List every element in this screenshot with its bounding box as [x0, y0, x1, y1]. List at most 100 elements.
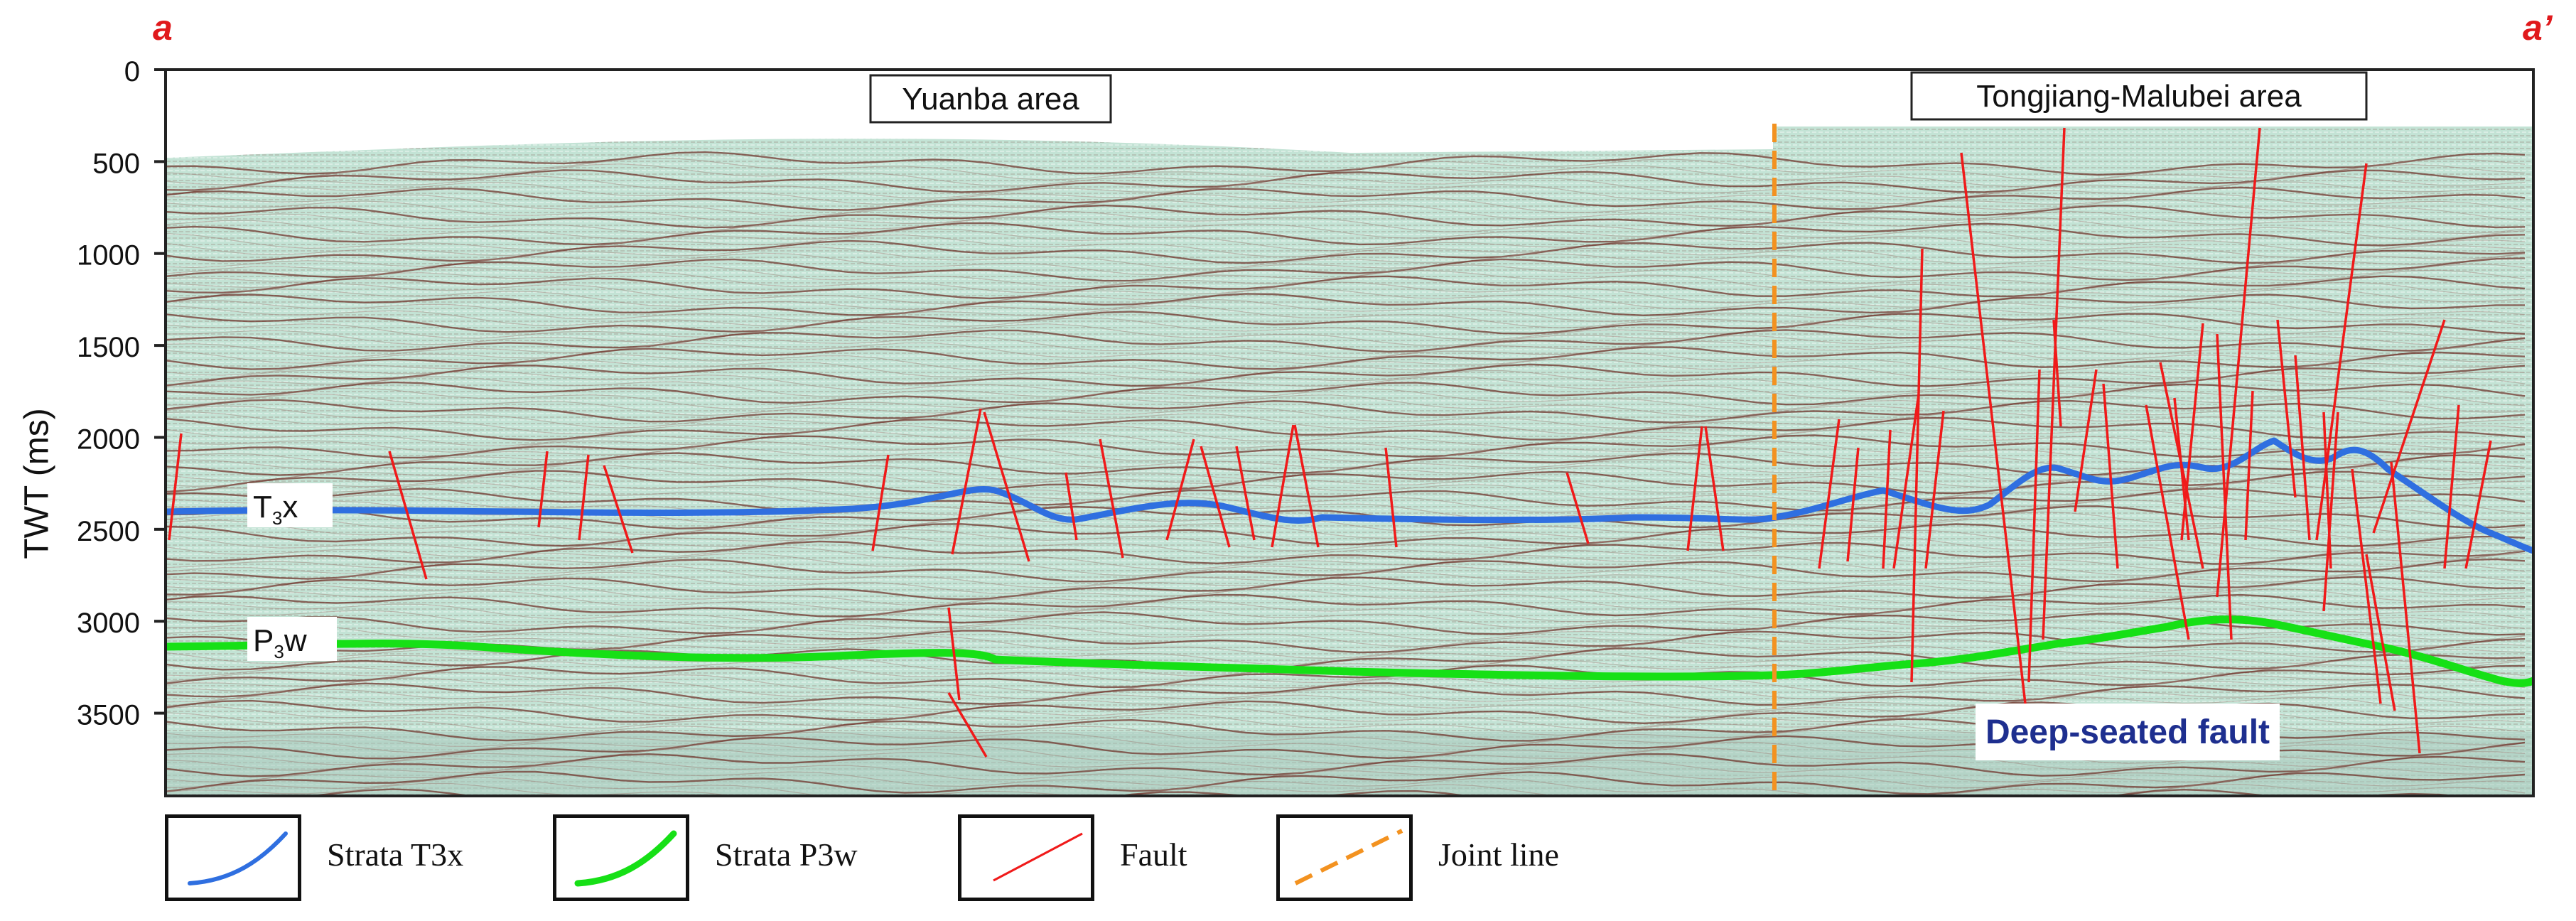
y-tick-label: 0	[124, 56, 140, 87]
seismic-reflector	[166, 517, 2526, 541]
seismic-reflector	[166, 623, 2526, 647]
fault-line	[1099, 438, 1124, 559]
seismic-reflector	[166, 611, 2526, 636]
blue-curve-icon	[188, 831, 288, 885]
green-curve-icon	[574, 830, 677, 887]
fault-line	[578, 454, 590, 541]
area-label-tongjiang-malubei: Tongjiang-Malubei area	[1910, 71, 2368, 121]
seismic-reflector	[166, 363, 2526, 387]
fault-line	[1704, 426, 1725, 551]
seismic-reflector	[166, 198, 2526, 222]
fault-line	[1960, 152, 2027, 704]
fault-line	[2443, 404, 2460, 569]
y-axis-ticks: 0 500 1000 1500 2000 2500 3000 3500	[77, 56, 166, 731]
legend-swatch-box	[165, 814, 301, 901]
p3w-label-base: P	[253, 623, 274, 658]
deep-seated-fault-label: Deep-seated fault	[1976, 704, 2280, 760]
seismic-reflector	[166, 494, 2526, 517]
seismic-reflector	[166, 228, 2526, 252]
seismic-reflector	[166, 618, 2526, 642]
seismic-reflector	[166, 293, 2525, 317]
y-tick-label: 1000	[77, 240, 140, 271]
seismic-reflector	[166, 540, 2526, 565]
fault-line	[1293, 424, 1320, 548]
seismic-reflector	[166, 458, 2526, 482]
fault-line	[871, 454, 890, 551]
fault-line	[947, 692, 988, 758]
fault-line	[1818, 419, 1841, 569]
area-label-yuanba-text: Yuanba area	[902, 82, 1079, 117]
seismic-reflector	[166, 470, 2526, 495]
seismic-reflector	[166, 275, 2526, 300]
seismic-reflector	[166, 488, 2526, 512]
seismic-reflector	[166, 788, 2462, 796]
fault-line	[2315, 163, 2368, 541]
seismic-reflector	[166, 329, 2526, 353]
horizon-label-p3w: P3w	[247, 617, 337, 662]
red-line-icon	[993, 832, 1083, 882]
seismic-reflector	[166, 257, 2526, 282]
seismic-reflector	[166, 287, 2526, 311]
fault-line	[2216, 127, 2261, 598]
seismic-reflector	[166, 387, 2526, 411]
fault-lines	[168, 127, 2492, 758]
seismic-reflector	[166, 423, 2526, 447]
seismic-reflector	[166, 593, 2526, 618]
fault-line	[2074, 369, 2098, 512]
horizon-p3w	[166, 615, 2533, 687]
seismic-reflector	[166, 694, 2526, 718]
fault-line	[1846, 447, 1860, 562]
seismic-reflector	[166, 505, 2526, 530]
y-tick-label: 2000	[77, 424, 140, 455]
fault-line	[1686, 426, 1703, 551]
fault-line	[1165, 438, 1195, 541]
seismic-reflector	[166, 352, 2526, 376]
seismic-reflector	[166, 600, 2526, 623]
seismic-reflector	[166, 777, 2526, 796]
horizon-label-t3x: T3x	[247, 483, 333, 529]
fault-line	[1565, 472, 1590, 544]
legend-swatch-box	[1276, 814, 1413, 901]
seismic-reflector	[166, 429, 2526, 453]
seismic-reflector	[166, 441, 2526, 465]
seismic-section: 0 500 1000 1500 2000 2500 3000 3500 Yuanba area…	[77, 56, 2535, 797]
fault-line	[983, 411, 1030, 562]
seismic-reflector	[166, 753, 2526, 777]
corner-label-right: a’	[2523, 8, 2553, 48]
seismic-reflector	[166, 558, 2526, 583]
seismic-reflector	[166, 381, 2526, 406]
seismic-reflector	[166, 311, 2526, 335]
seismic-reflector	[166, 446, 2526, 470]
seismic-reflector	[166, 765, 2526, 789]
fault-line	[2276, 319, 2297, 498]
seismic-reflector	[166, 399, 2526, 424]
seismic-reflector	[166, 151, 2526, 176]
fault-line	[2390, 461, 2421, 754]
legend-swatch-box	[958, 814, 1094, 901]
plot-frame	[164, 68, 2535, 797]
y-tick-label: 3500	[77, 700, 140, 731]
seismic-reflector	[166, 157, 2526, 181]
seismic-reflector	[166, 323, 2526, 347]
legend-label: Joint line	[1438, 836, 1559, 873]
y-tick-label: 2500	[77, 516, 140, 547]
fault-line	[2464, 440, 2492, 569]
seismic-reflector	[166, 298, 2526, 322]
seismic-reflector	[166, 281, 2526, 305]
fault-line	[2027, 369, 2041, 683]
legend-label: Strata T3x	[327, 836, 464, 873]
p3w-label-sub: 3	[274, 641, 284, 662]
fault-line	[2173, 397, 2190, 541]
seismic-reflector	[166, 411, 2526, 435]
seismic-reflector	[166, 335, 2526, 358]
seismic-reflector	[166, 204, 2526, 229]
seismic-reflector	[166, 247, 2526, 270]
seismic-reflector	[166, 416, 2526, 441]
seismic-reflector	[166, 252, 2526, 276]
svg-text:T3x: T3x	[253, 490, 298, 529]
seismic-reflector	[166, 588, 2526, 612]
fault-line	[1892, 394, 1920, 569]
seismic-reflector	[166, 564, 2526, 588]
seismic-reflector	[166, 476, 2526, 500]
fault-line	[947, 607, 961, 701]
